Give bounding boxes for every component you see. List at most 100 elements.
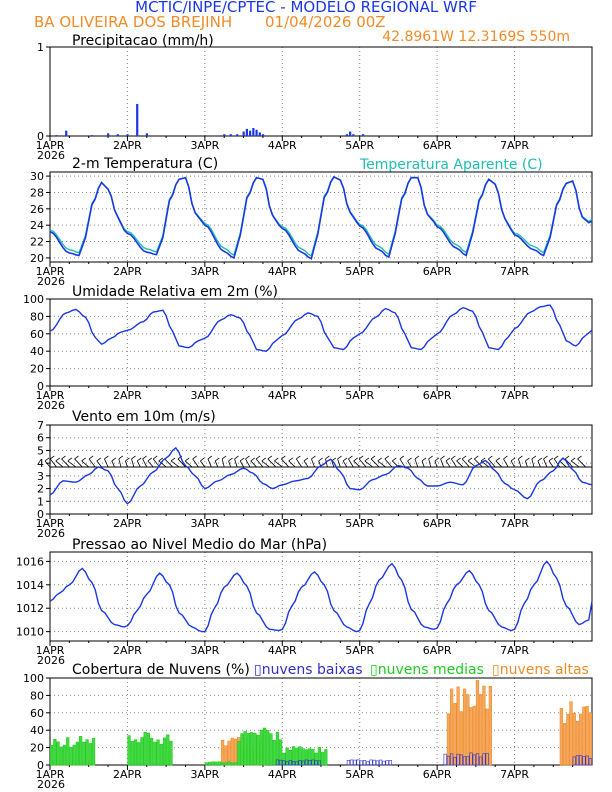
wind-ytick-label: 2 bbox=[37, 483, 44, 496]
wind-barb bbox=[445, 460, 451, 468]
low-cloud-bar bbox=[362, 760, 367, 766]
mid-cloud-bar bbox=[256, 734, 260, 766]
low-cloud-bar bbox=[369, 759, 373, 766]
wind-barb bbox=[131, 458, 135, 468]
temp-xtick-label: 7APR bbox=[500, 265, 529, 278]
low-cloud-bar bbox=[459, 754, 463, 766]
wind-barb bbox=[358, 458, 367, 468]
wind-barb bbox=[325, 458, 328, 468]
precip-xtick-label: 3APR bbox=[190, 139, 219, 152]
mid-cloud-bar bbox=[56, 741, 60, 766]
precip-bar bbox=[252, 127, 255, 136]
pressure-year-label: 2026 bbox=[37, 654, 65, 667]
mid-cloud-bar bbox=[243, 730, 247, 766]
wind-barb-flag bbox=[81, 457, 86, 462]
precip-bar bbox=[345, 134, 349, 136]
wind-barb-flag bbox=[434, 457, 440, 462]
mid-cloud-bar bbox=[320, 752, 325, 766]
wind-barb-flag bbox=[158, 457, 164, 462]
wind-barb-flag bbox=[577, 455, 582, 460]
wind-barb bbox=[234, 458, 238, 468]
wind-barb-flag bbox=[215, 457, 220, 462]
wind-barb-flag bbox=[55, 457, 60, 462]
wind-year-label: 2026 bbox=[37, 527, 65, 540]
temp-xtick-label: 6APR bbox=[423, 265, 452, 278]
high-cloud-bar bbox=[469, 707, 473, 766]
wind-barb bbox=[440, 458, 444, 468]
high-cloud-bar bbox=[582, 706, 586, 766]
wind-barb bbox=[74, 458, 83, 468]
wind-barb bbox=[81, 460, 89, 468]
precip-bar bbox=[249, 130, 252, 136]
wind-barb-flag bbox=[525, 457, 530, 462]
wind-barb bbox=[67, 460, 77, 468]
high-cloud-bar bbox=[575, 720, 580, 766]
wind-barb-flag bbox=[261, 457, 267, 462]
mid-cloud-bar bbox=[211, 761, 215, 766]
mid-cloud-bar bbox=[308, 748, 312, 766]
mid-cloud-bar bbox=[166, 734, 170, 766]
humidity-xtick-label: 4APR bbox=[268, 389, 297, 402]
mid-cloud-bar bbox=[230, 762, 234, 766]
legend-high-clouds: ▯nuvens altas bbox=[492, 662, 589, 678]
low-cloud-bar bbox=[372, 759, 376, 766]
precip-xtick-label: 6APR bbox=[423, 139, 452, 152]
precip-bar bbox=[261, 134, 265, 136]
mid-cloud-bar bbox=[79, 735, 83, 766]
mid-cloud-bar bbox=[204, 762, 209, 766]
wind-barb bbox=[61, 458, 70, 468]
mid-cloud-bar bbox=[224, 762, 228, 766]
legend-low-clouds: ▯nuvens baixas bbox=[254, 662, 363, 678]
low-cloud-bar bbox=[450, 753, 454, 766]
wind-barb bbox=[342, 460, 348, 468]
mid-cloud-bar bbox=[314, 752, 318, 766]
wind-barb bbox=[250, 460, 257, 468]
clouds-xtick-label: 4APR bbox=[268, 768, 297, 781]
humidity-ytick-label: 60 bbox=[30, 328, 44, 341]
low-cloud-bar bbox=[282, 760, 286, 766]
low-cloud-bar bbox=[466, 756, 470, 766]
precip-ytick-label: 1 bbox=[37, 41, 44, 54]
wind-barb-flag bbox=[467, 457, 473, 462]
wind-barb bbox=[281, 458, 290, 468]
mid-cloud-bar bbox=[59, 746, 63, 766]
low-cloud-bar bbox=[356, 759, 360, 766]
wind-barb bbox=[503, 458, 509, 468]
low-cloud-bar bbox=[308, 760, 312, 766]
clouds-title: Cobertura de Nuvens (%) bbox=[72, 662, 250, 678]
wind-barb-flag bbox=[50, 455, 55, 460]
mid-cloud-bar bbox=[82, 741, 86, 766]
high-cloud-bar bbox=[588, 712, 592, 766]
wind-barb-flag bbox=[207, 455, 213, 460]
wind-barb-flag bbox=[428, 455, 433, 460]
precip-ytick-label: 0 bbox=[37, 130, 44, 143]
wind-barb-flag bbox=[488, 455, 493, 460]
high-cloud-bar bbox=[446, 713, 451, 766]
high-cloud-bar bbox=[459, 711, 463, 766]
wind-barb bbox=[311, 458, 315, 468]
high-cloud-bar bbox=[572, 712, 576, 766]
low-cloud-bar bbox=[295, 761, 299, 766]
wind-barb-flag bbox=[61, 455, 66, 460]
wind-barb bbox=[88, 458, 96, 468]
mid-cloud-bar bbox=[250, 732, 254, 766]
wind-barb-flag bbox=[88, 455, 94, 460]
wind-barb-flag bbox=[451, 455, 456, 460]
precip-bar bbox=[55, 135, 58, 136]
mid-cloud-bar bbox=[85, 739, 89, 766]
mid-cloud-bar bbox=[285, 747, 289, 766]
low-cloud-bar bbox=[388, 760, 392, 766]
temp-ytick-label: 20 bbox=[30, 252, 44, 265]
high-cloud-bar bbox=[559, 708, 563, 766]
station-coords: 42.8961W 12.3169S 550m bbox=[382, 29, 570, 45]
wind-barb-flag bbox=[503, 455, 508, 460]
wind-barb-flag bbox=[553, 455, 559, 460]
wind-barb-flag bbox=[495, 457, 501, 462]
humidity-xtick-label: 5APR bbox=[345, 389, 374, 402]
wind-barb-flag bbox=[74, 455, 79, 460]
wind-barb bbox=[384, 458, 393, 468]
high-cloud-bar bbox=[485, 708, 489, 766]
mid-cloud-bar bbox=[298, 746, 302, 766]
mid-cloud-bar bbox=[169, 740, 173, 766]
mid-cloud-bar bbox=[62, 744, 67, 766]
